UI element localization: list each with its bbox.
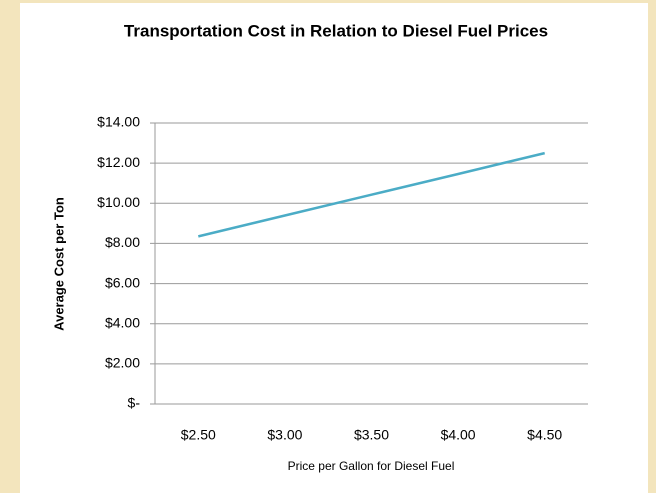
y-tick-label: $- bbox=[128, 395, 141, 411]
y-tick-label: $4.00 bbox=[105, 314, 140, 330]
x-tick-label: $4.50 bbox=[527, 427, 562, 443]
x-tick-label: $2.50 bbox=[181, 427, 216, 443]
x-tick-label: $4.00 bbox=[441, 427, 476, 443]
data-line bbox=[198, 151, 545, 238]
y-tick-label: $12.00 bbox=[97, 154, 140, 170]
x-axis-label: Price per Gallon for Diesel Fuel bbox=[288, 459, 455, 473]
y-tick-label: $6.00 bbox=[105, 274, 140, 290]
y-axis-label: Average Cost per Ton bbox=[51, 197, 66, 331]
y-tick-label: $8.00 bbox=[105, 234, 140, 250]
y-tick-label: $10.00 bbox=[97, 194, 140, 210]
x-tick-label: $3.00 bbox=[267, 427, 302, 443]
chart-title: Transportation Cost in Relation to Diese… bbox=[124, 21, 548, 40]
y-tick-label: $14.00 bbox=[97, 114, 140, 130]
chart-area bbox=[20, 3, 648, 493]
y-tick-label: $2.00 bbox=[105, 355, 140, 371]
x-tick-label: $3.50 bbox=[354, 427, 389, 443]
